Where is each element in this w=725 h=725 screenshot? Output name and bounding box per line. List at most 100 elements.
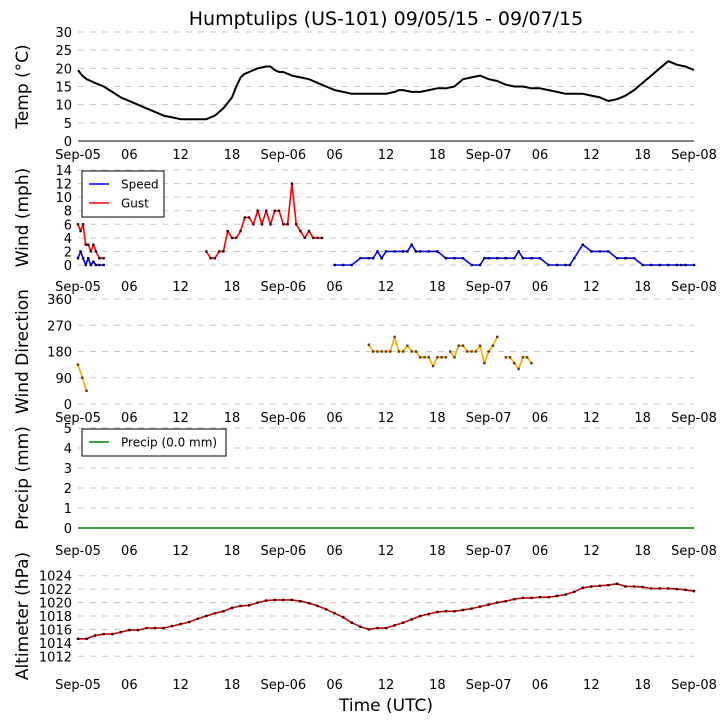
y-tick-label: 1018 <box>39 610 72 625</box>
data-point <box>252 223 255 226</box>
data-point <box>384 350 388 353</box>
y-tick-label: 2 <box>64 245 72 260</box>
data-point <box>474 350 478 353</box>
data-point <box>427 356 430 359</box>
data-point <box>79 229 82 233</box>
data-point <box>217 250 221 253</box>
y-tick-label: 1024 <box>39 570 72 585</box>
data-point <box>496 335 499 339</box>
data-point <box>359 257 362 260</box>
x-tick-label: Sep-08 <box>671 678 717 693</box>
data-point <box>222 610 225 613</box>
data-point <box>316 236 319 240</box>
x-tick-label: 18 <box>429 678 446 693</box>
x-tick-label: Sep-07 <box>466 678 512 693</box>
data-point <box>427 250 430 253</box>
data-point <box>547 263 550 267</box>
x-tick-label: 18 <box>429 148 446 163</box>
y-axis-label: Temp (°C) <box>13 44 33 129</box>
legend: Speed Gust <box>81 170 165 218</box>
data-point <box>92 260 95 263</box>
y-tick-label: 2 <box>64 482 72 497</box>
x-tick-label: 06 <box>326 148 343 163</box>
data-point <box>247 604 251 607</box>
data-point <box>581 243 584 246</box>
data-point <box>76 223 80 226</box>
data-point <box>316 604 319 608</box>
x-tick-label: 12 <box>172 148 189 163</box>
data-point <box>513 257 516 260</box>
data-point <box>397 350 401 353</box>
data-point <box>260 223 264 226</box>
x-tick-label: Sep-08 <box>671 148 717 163</box>
y-tick-label: 1 <box>64 502 72 517</box>
x-tick-label: 06 <box>326 411 343 426</box>
data-point <box>371 350 375 353</box>
data-point <box>87 257 90 260</box>
data-point <box>667 263 670 267</box>
data-point <box>521 257 525 260</box>
data-point <box>513 598 516 601</box>
x-tick-label: 18 <box>429 280 446 295</box>
y-tick-label: 0 <box>64 398 72 413</box>
data-point <box>461 344 465 347</box>
data-point <box>419 250 422 253</box>
data-point <box>453 610 456 613</box>
x-tick-label: Sep-06 <box>260 678 306 693</box>
data-point <box>162 626 165 630</box>
data-point <box>102 632 105 636</box>
data-point <box>547 596 550 599</box>
data-point <box>401 250 405 253</box>
legend-label: Speed <box>121 178 159 192</box>
y-axis-label: Precip (mm) <box>13 426 33 530</box>
y-tick-label: 1020 <box>39 597 72 612</box>
x-tick-label: 18 <box>429 411 446 426</box>
data-point <box>205 250 208 253</box>
x-tick-label: Sep-05 <box>55 148 101 163</box>
series-line-gust <box>77 223 104 259</box>
data-point <box>555 263 559 267</box>
y-tick-label: 12 <box>55 178 72 193</box>
y-tick-label: 8 <box>64 205 72 220</box>
data-point <box>406 344 409 347</box>
data-point <box>419 614 422 618</box>
x-tick-label: 06 <box>121 148 138 163</box>
x-axis-label: Time (UTC) <box>338 696 433 716</box>
x-tick-label: Sep-07 <box>466 280 512 295</box>
data-point <box>98 257 101 260</box>
x-tick-label: 06 <box>121 411 138 426</box>
data-point <box>624 585 627 588</box>
x-tick-label: 12 <box>583 678 600 693</box>
data-point <box>530 596 533 600</box>
data-point <box>410 350 413 353</box>
data-point <box>243 216 247 219</box>
x-tick-label: Sep-05 <box>55 411 101 426</box>
data-point <box>487 603 490 606</box>
data-point <box>307 602 311 605</box>
data-point <box>530 361 533 365</box>
x-tick-label: 18 <box>634 411 651 426</box>
data-point <box>265 599 268 602</box>
data-point <box>470 263 473 267</box>
data-point <box>286 223 289 226</box>
data-point <box>590 250 593 253</box>
data-point <box>179 622 182 626</box>
data-point <box>389 350 392 353</box>
x-tick-label: 12 <box>583 544 600 559</box>
data-point <box>87 243 90 246</box>
y-tick-label: 10 <box>55 99 72 114</box>
x-tick-label: 18 <box>634 148 651 163</box>
data-point <box>384 626 388 630</box>
data-point <box>222 250 225 253</box>
y-tick-label: 0 <box>64 522 72 537</box>
data-point <box>128 628 131 632</box>
data-point <box>350 621 353 624</box>
data-point <box>427 612 430 616</box>
data-point <box>256 601 259 604</box>
data-point <box>453 356 456 359</box>
data-point <box>444 356 448 359</box>
data-point <box>483 257 486 260</box>
data-point <box>453 257 456 260</box>
data-point <box>440 356 443 359</box>
